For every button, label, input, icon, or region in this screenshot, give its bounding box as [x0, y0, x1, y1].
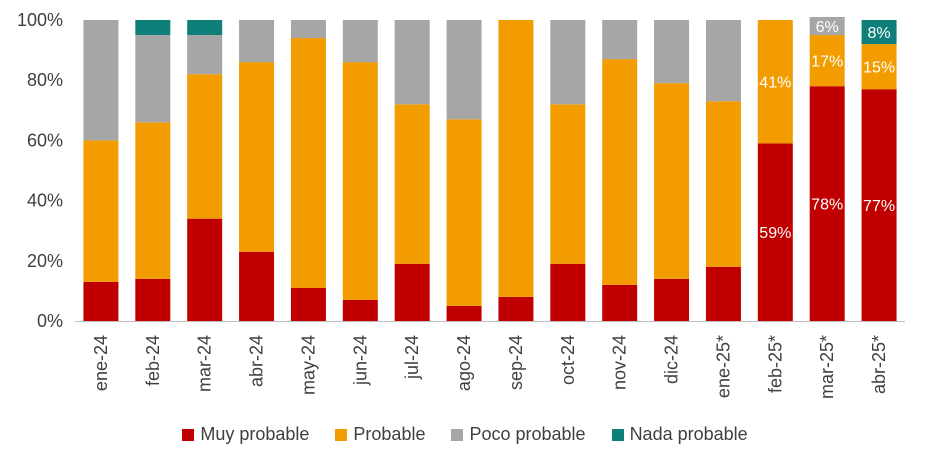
- data-label: 77%: [863, 198, 895, 215]
- bar-segment: [187, 20, 223, 36]
- bar-segment: [135, 278, 171, 321]
- bar-segment: [187, 74, 223, 219]
- bar-segment: [394, 20, 430, 105]
- x-tick-label: ago-24: [454, 335, 474, 391]
- bar-segment: [705, 266, 741, 321]
- bar-segment: [809, 86, 845, 321]
- y-tick-label: 60%: [27, 130, 63, 150]
- bar-segment: [135, 20, 171, 36]
- legend-item: Muy probable: [182, 424, 309, 445]
- bar-segment: [602, 284, 638, 321]
- bar-segment: [83, 20, 119, 141]
- bar-segment: [809, 16, 845, 36]
- bar-segment: [187, 218, 223, 321]
- bar-segment: [342, 20, 378, 63]
- legend-swatch: [335, 428, 348, 441]
- data-label: 59%: [759, 225, 791, 242]
- legend: Muy probable Probable Poco probable Nada pr…: [0, 424, 930, 445]
- bar-segment: [342, 62, 378, 300]
- legend-swatch: [451, 428, 464, 441]
- x-tick-label: sep-24: [506, 335, 526, 390]
- x-tick-label: may-24: [298, 335, 318, 395]
- bar-segment: [809, 35, 845, 87]
- x-tick-label: oct-24: [558, 335, 578, 385]
- stacked-bar-chart: 0% 20% 40% 60% 80% 100% 59% 41% 78% 17% 6% 77% 15% 8…: [17, 10, 905, 399]
- legend-label: Nada probable: [629, 424, 748, 444]
- bar-segment: [290, 20, 326, 39]
- bar-segment: [290, 287, 326, 321]
- x-tick-label: mar-24: [195, 335, 215, 392]
- x-tick-label: mar-25*: [817, 335, 837, 399]
- bar-segment: [394, 263, 430, 321]
- bar-segment: [654, 83, 690, 279]
- bar-segment: [239, 20, 275, 63]
- x-tick-label: ene-25*: [713, 335, 733, 398]
- bar-segment: [290, 38, 326, 288]
- bar-segment: [705, 20, 741, 102]
- x-tick-label: jul-24: [402, 335, 422, 380]
- bar-segment: [239, 62, 275, 252]
- legend-item: Nada probable: [611, 424, 748, 445]
- data-labels: 59% 41% 78% 17% 6% 77% 15% 8%: [759, 19, 895, 242]
- bar-segment: [498, 296, 534, 321]
- bar-segment: [446, 305, 482, 321]
- bar-segment: [498, 20, 534, 297]
- bar-segment: [550, 20, 586, 105]
- bar-segment: [135, 35, 171, 123]
- y-tick-label: 80%: [27, 70, 63, 90]
- x-tick-label: jun-24: [350, 335, 370, 386]
- bar-segment: [602, 20, 638, 60]
- bar-segment: [550, 104, 586, 264]
- bar-segment: [83, 140, 119, 282]
- bar-segment: [861, 89, 897, 321]
- data-label: 8%: [868, 25, 891, 42]
- legend-item: Poco probable: [451, 424, 586, 445]
- bar-segment: [446, 119, 482, 306]
- y-tick-label: 20%: [27, 251, 63, 271]
- legend-swatch: [611, 428, 624, 441]
- bar-segment: [187, 35, 223, 75]
- data-label: 6%: [816, 19, 839, 36]
- bars: [83, 16, 897, 321]
- y-axis: 0% 20% 40% 60% 80% 100%: [17, 10, 63, 331]
- x-axis: ene-24 feb-24 mar-24 abr-24 may-24 jun-24 jul-…: [75, 321, 905, 399]
- bar-segment: [239, 251, 275, 321]
- y-tick-label: 40%: [27, 191, 63, 211]
- x-tick-label: dic-24: [662, 335, 682, 384]
- legend-label: Muy probable: [200, 424, 310, 444]
- legend-swatch: [182, 428, 195, 441]
- x-tick-label: feb-24: [143, 335, 163, 386]
- data-label: 78%: [811, 197, 843, 214]
- legend-item: Probable: [335, 424, 425, 445]
- bar-segment: [861, 20, 897, 45]
- bar-segment: [757, 20, 793, 144]
- bar-segment: [705, 101, 741, 267]
- bar-segment: [342, 299, 378, 321]
- x-tick-label: nov-24: [610, 335, 630, 390]
- bar-segment: [861, 44, 897, 90]
- bar-segment: [83, 281, 119, 321]
- data-label: 17%: [811, 54, 843, 71]
- bar-segment: [135, 122, 171, 279]
- y-tick-label: 100%: [17, 10, 63, 30]
- bar-segment: [654, 278, 690, 321]
- bar-segment: [446, 20, 482, 120]
- x-tick-label: abr-24: [247, 335, 267, 387]
- bar-segment: [757, 143, 793, 321]
- legend-label: Poco probable: [469, 424, 586, 444]
- x-tick-label: feb-25*: [765, 335, 785, 393]
- data-label: 41%: [759, 75, 791, 92]
- y-tick-label: 0%: [37, 311, 63, 331]
- bar-segment: [602, 59, 638, 285]
- x-tick-label: ene-24: [91, 335, 111, 391]
- data-label: 15%: [863, 60, 895, 77]
- legend-label: Probable: [353, 424, 426, 444]
- x-tick-label: abr-25*: [869, 335, 889, 394]
- bar-segment: [394, 104, 430, 264]
- bar-segment: [654, 20, 690, 84]
- bar-segment: [550, 263, 586, 321]
